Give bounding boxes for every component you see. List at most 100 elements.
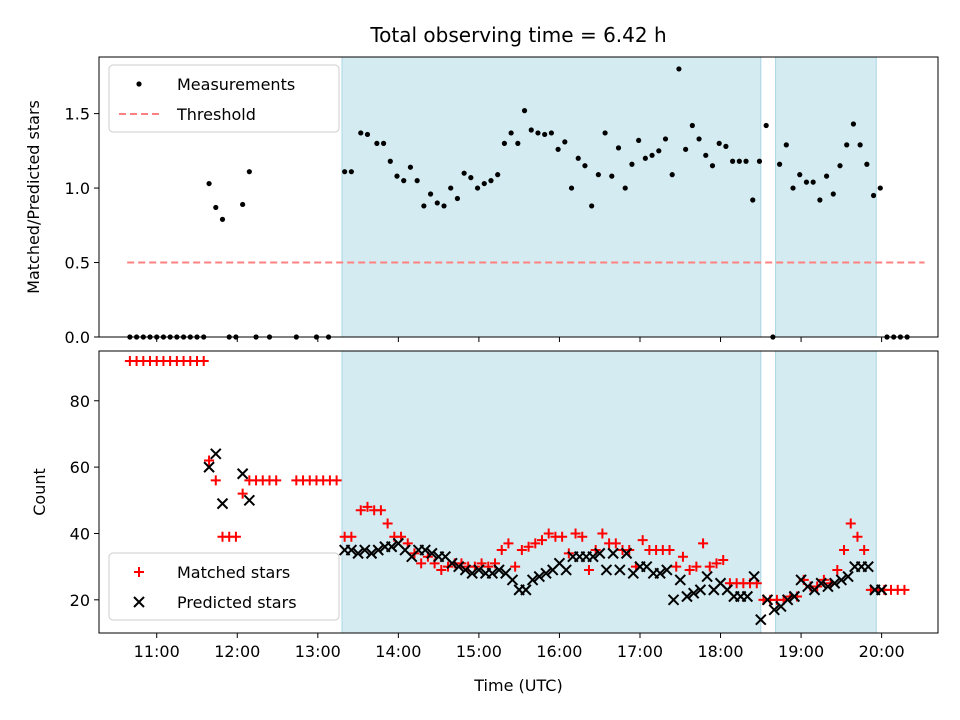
- y-tick-label: 60: [70, 458, 90, 477]
- measurement-point: [830, 191, 836, 197]
- measurement-point: [756, 158, 763, 164]
- measurement-point: [609, 173, 615, 179]
- matched-star-point: [664, 545, 675, 556]
- predicted-star-point: [607, 547, 619, 560]
- measurement-point: [481, 180, 487, 187]
- predicted-star-point: [560, 564, 572, 576]
- y-tick-label: 20: [70, 591, 90, 610]
- matched-star-point: [362, 501, 373, 512]
- predicted-star-point: [540, 567, 552, 579]
- measurement-point: [870, 192, 877, 199]
- predicted-star-point: [620, 547, 633, 560]
- matched-star-point: [671, 561, 682, 572]
- predicted-star-point: [486, 567, 499, 579]
- predicted-star-point: [687, 587, 700, 599]
- predicted-star-point: [614, 564, 626, 576]
- matched-star-point: [530, 538, 541, 549]
- legend-predicted-swatch: [133, 596, 145, 608]
- predicted-star-point: [203, 461, 215, 473]
- matched-star-point: [899, 584, 910, 595]
- measurement-point: [783, 142, 789, 148]
- measurement-point: [548, 130, 554, 136]
- measurement-point: [797, 172, 803, 178]
- measurement-point: [495, 172, 501, 178]
- predicted-star-point: [473, 564, 485, 576]
- predicted-star-point: [372, 544, 384, 556]
- x-tick-label: 14:00: [375, 642, 421, 661]
- measurement-point: [394, 173, 400, 179]
- legend: Measurements Threshold: [108, 64, 340, 133]
- predicted-star-point: [781, 594, 794, 606]
- axes-frame: [98, 56, 939, 338]
- measurement-point: [763, 122, 769, 129]
- measurement-point: [844, 142, 850, 148]
- measurement-point: [568, 185, 575, 191]
- predicted-star-point: [243, 494, 256, 507]
- x-tick-label: 20:00: [859, 642, 905, 661]
- x-tick-label: 17:00: [617, 642, 663, 661]
- matched-star-point: [204, 455, 215, 466]
- predicted-star-point: [755, 614, 767, 626]
- matched-star-point: [583, 564, 594, 575]
- matched-star-point: [852, 531, 863, 542]
- predicted-star-point: [674, 574, 686, 586]
- measurement-point: [246, 169, 252, 175]
- measurement-point: [602, 130, 608, 136]
- measurement-point: [542, 131, 548, 138]
- measurement-point: [642, 155, 648, 161]
- observing-interval: [341, 350, 762, 634]
- predicted-star-point: [828, 577, 841, 589]
- matched-star-point: [684, 564, 695, 575]
- measurement-point: [342, 169, 348, 175]
- measurement-point: [696, 136, 702, 142]
- panel-count: 20 40 60 80 11:00 12:00 13:00 14:00 15:00 16:00 17…: [30, 350, 939, 695]
- predicted-star-point: [216, 497, 229, 510]
- x-axis-label: Time (UTC): [473, 676, 562, 695]
- chart-title: Total observing time = 6.42 h: [369, 23, 666, 47]
- measurement-point: [401, 178, 407, 184]
- measurement-point: [380, 140, 387, 146]
- measurement-point: [676, 66, 682, 72]
- measurement-point: [730, 158, 736, 164]
- measurement-point: [501, 140, 508, 146]
- matched-star-point: [523, 541, 534, 552]
- predicted-star-point: [345, 544, 358, 556]
- matched-star-point: [271, 475, 282, 486]
- y-tick-label: 1.0: [65, 179, 90, 198]
- measurement-point: [803, 179, 810, 185]
- y-tick-label: 40: [70, 524, 90, 543]
- predicted-star-point: [875, 584, 888, 596]
- predicted-star-point: [600, 564, 613, 576]
- measurement-point: [407, 164, 414, 170]
- predicted-star-point: [385, 541, 398, 553]
- matched-star-point: [210, 475, 221, 486]
- measurement-point: [656, 148, 662, 154]
- matched-star-point: [516, 545, 527, 556]
- predicted-star-point: [768, 604, 780, 616]
- matched-star-point: [839, 545, 850, 556]
- matched-star-point: [331, 475, 342, 486]
- matched-star-point: [346, 531, 357, 542]
- matched-star-point: [503, 538, 514, 549]
- measurement-point: [206, 180, 212, 187]
- measurement-point: [515, 140, 521, 146]
- y-tick-label: 1.5: [65, 105, 90, 124]
- measurement-point: [689, 122, 695, 129]
- measurement-point: [743, 158, 749, 164]
- observing-interval: [775, 56, 877, 338]
- measurement-point: [629, 161, 635, 167]
- matched-star-point: [577, 531, 588, 542]
- measurement-point: [636, 137, 642, 144]
- measurement-point: [434, 200, 440, 206]
- measurement-point: [595, 172, 601, 178]
- measurement-point: [474, 185, 481, 191]
- measurement-point: [864, 161, 870, 167]
- matched-star-point: [718, 555, 729, 566]
- y-tick-label: 80: [70, 392, 90, 411]
- matched-star-point: [355, 505, 366, 516]
- predicted-star-point: [426, 547, 438, 560]
- measurement-point: [662, 136, 669, 142]
- predicted-star-point: [862, 560, 874, 573]
- predicted-star-point: [594, 547, 606, 560]
